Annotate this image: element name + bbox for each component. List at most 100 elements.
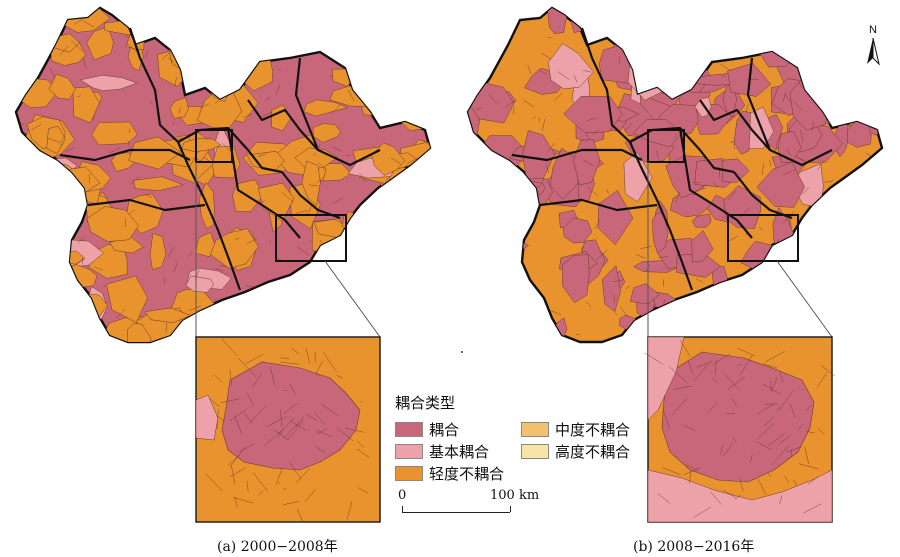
county-border bbox=[797, 279, 801, 285]
legend-item-moderate-uncoupled: 中度不耦合 bbox=[521, 420, 630, 439]
inset-cell-border bbox=[229, 467, 247, 478]
county-patch bbox=[257, 8, 293, 39]
county-border bbox=[811, 121, 815, 130]
county-border bbox=[586, 301, 592, 308]
county-patch bbox=[345, 246, 372, 267]
county-patch bbox=[91, 121, 138, 146]
inset-cell-border bbox=[315, 446, 325, 453]
county-border bbox=[745, 103, 749, 113]
legend-item-basic-coupled: 基本耦合 bbox=[395, 442, 489, 461]
county-patch bbox=[482, 220, 511, 244]
county-border bbox=[587, 186, 598, 196]
county-border bbox=[103, 285, 105, 288]
inset-connector-right-a bbox=[324, 260, 381, 338]
county-border bbox=[695, 278, 704, 283]
county-border bbox=[243, 28, 254, 41]
scale-end-label: 100 km bbox=[490, 488, 540, 503]
county-patch bbox=[644, 21, 684, 62]
county-border bbox=[358, 269, 370, 279]
county-border bbox=[316, 176, 325, 184]
county-border bbox=[488, 93, 498, 105]
north-arrow: N bbox=[858, 24, 888, 70]
county-patch bbox=[56, 8, 93, 19]
county-border bbox=[236, 300, 238, 308]
county-border bbox=[595, 219, 600, 229]
county-border bbox=[171, 16, 177, 24]
inset-cell-border bbox=[336, 427, 354, 442]
county-patch bbox=[806, 210, 843, 246]
inset-cell-border bbox=[295, 468, 310, 484]
county-border bbox=[58, 229, 68, 235]
legend: 耦合类型 耦合 基本耦合 轻度不耦合 中度不耦合 高度不耦合 bbox=[393, 392, 648, 512]
hk-locator-box-a bbox=[275, 214, 347, 262]
county-patch bbox=[375, 303, 392, 326]
county-border bbox=[497, 178, 507, 189]
county-border bbox=[498, 33, 506, 45]
county-patch bbox=[46, 125, 66, 155]
county-patch bbox=[623, 151, 653, 203]
county-border bbox=[235, 237, 240, 240]
inset-cell-border bbox=[290, 420, 306, 431]
county-border bbox=[542, 118, 546, 131]
county-border bbox=[481, 158, 490, 165]
county-patch bbox=[783, 35, 820, 67]
county-border bbox=[43, 321, 52, 332]
county-border bbox=[554, 92, 563, 101]
inset-cell-border bbox=[820, 365, 836, 377]
county-border bbox=[94, 266, 103, 271]
inset-cell-border bbox=[771, 446, 789, 466]
county-border bbox=[232, 15, 240, 18]
county-border bbox=[769, 159, 772, 167]
county-border bbox=[767, 280, 771, 291]
county-border bbox=[802, 186, 809, 195]
legend-swatch bbox=[521, 443, 549, 459]
inset-cell-border bbox=[693, 506, 712, 518]
county-border bbox=[712, 182, 719, 189]
county-border bbox=[834, 39, 837, 42]
inset-cell-border bbox=[357, 448, 370, 458]
inset-cell-border bbox=[790, 404, 796, 418]
county-border bbox=[875, 197, 882, 204]
county-border bbox=[658, 256, 668, 259]
county-border bbox=[58, 323, 71, 325]
county-border bbox=[404, 227, 410, 233]
county-border bbox=[856, 311, 866, 324]
inset-core-a bbox=[221, 361, 361, 471]
county-border bbox=[125, 35, 130, 38]
county-border bbox=[165, 322, 168, 333]
county-patch bbox=[799, 57, 832, 74]
scale-start-label: 0 bbox=[398, 488, 407, 503]
inset-cell-border bbox=[230, 447, 245, 467]
county-border bbox=[545, 164, 550, 173]
county-patch bbox=[485, 214, 511, 246]
inset-cell-border bbox=[275, 468, 283, 486]
county-patch bbox=[20, 176, 42, 192]
inset-cell-border bbox=[763, 363, 778, 369]
inset-cell-border bbox=[287, 420, 304, 441]
county-border bbox=[473, 296, 477, 299]
county-border bbox=[329, 74, 334, 78]
inset-cell-border bbox=[306, 414, 317, 421]
county-border bbox=[505, 99, 517, 108]
inset-cell-border bbox=[213, 374, 223, 383]
north-arrow-label: N bbox=[869, 24, 877, 36]
county-border bbox=[281, 192, 294, 203]
county-border bbox=[823, 180, 834, 183]
county-border bbox=[800, 129, 804, 142]
county-patch bbox=[181, 9, 233, 29]
inset-cell-border bbox=[779, 434, 792, 445]
county-border bbox=[126, 43, 139, 54]
county-border bbox=[412, 137, 415, 140]
county-patch bbox=[829, 68, 856, 115]
disconnected-patches-a bbox=[16, 8, 430, 342]
county-border bbox=[233, 41, 241, 50]
county-border bbox=[387, 76, 399, 89]
inset-cell-border bbox=[671, 398, 687, 416]
county-patch bbox=[16, 201, 51, 228]
county-border bbox=[613, 294, 616, 304]
county-border bbox=[264, 96, 271, 101]
county-border bbox=[174, 77, 177, 87]
inset-cell-border bbox=[683, 425, 695, 431]
inset-cell-border bbox=[232, 497, 253, 504]
county-patch bbox=[381, 185, 407, 207]
